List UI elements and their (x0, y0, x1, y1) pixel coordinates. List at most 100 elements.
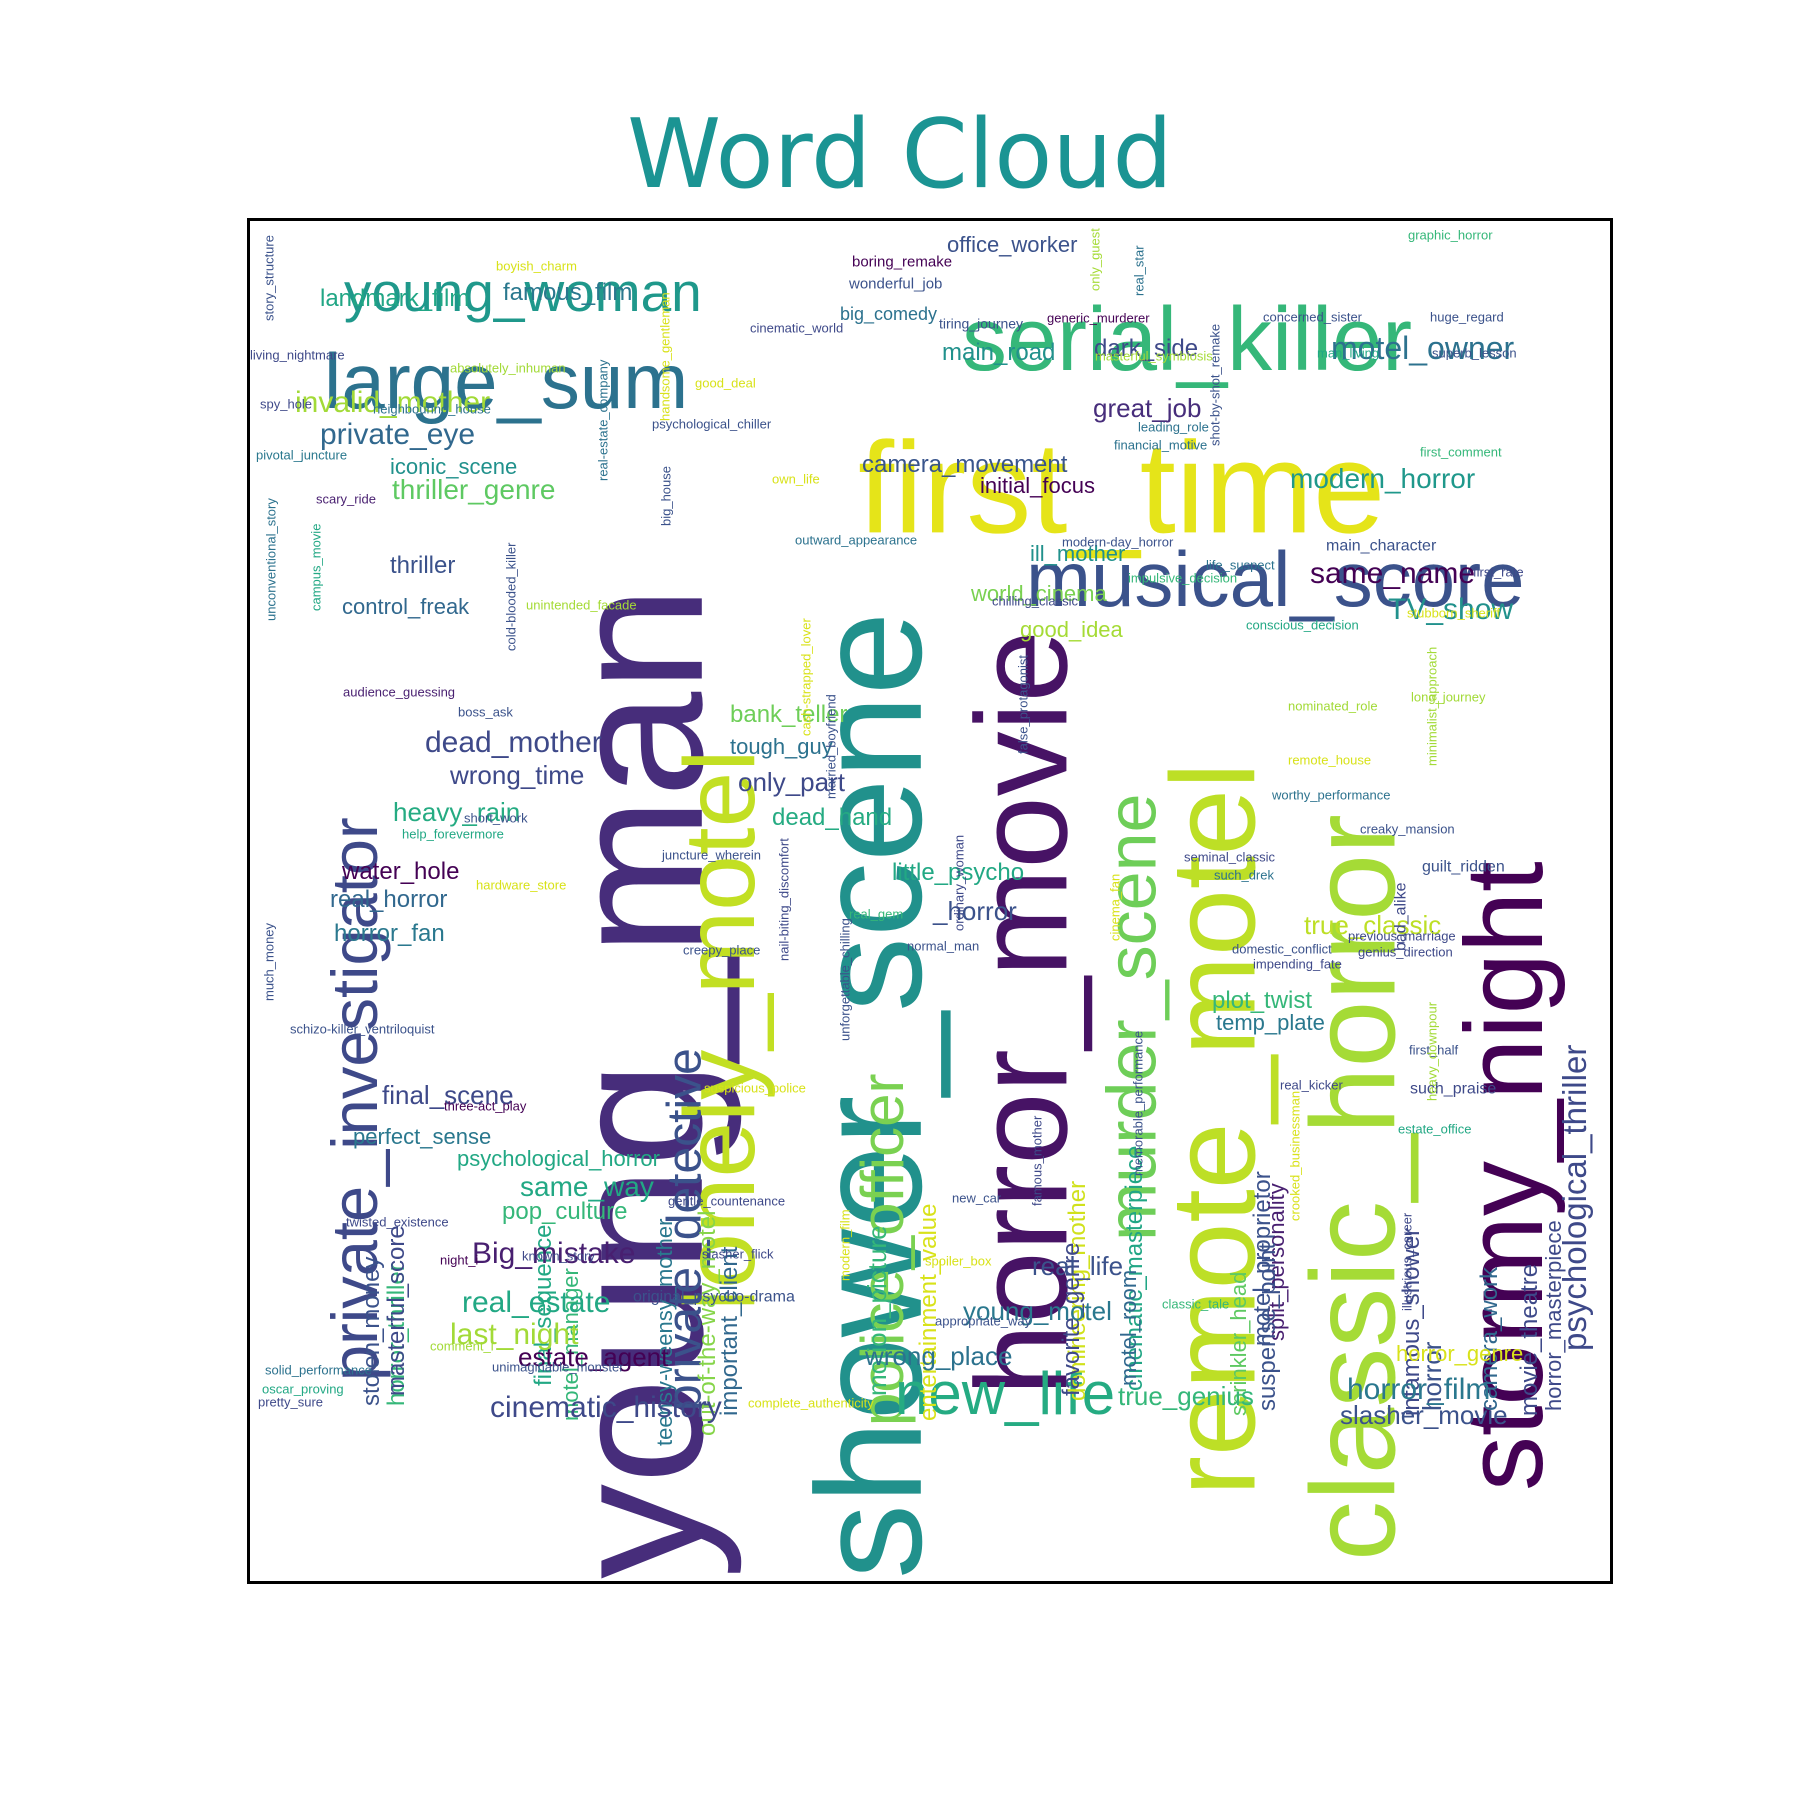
cloud-word: young_motel (963, 1296, 1112, 1326)
cloud-word: cinematic_masterpiece (1121, 1146, 1148, 1391)
cloud-word: psychological_chiller (652, 417, 772, 432)
cloud-word: man_living (1317, 346, 1379, 361)
cloud-word: large_sum (324, 337, 688, 425)
cloud-word: psychological_horror (457, 1146, 660, 1171)
cloud-word: modern_horror (1290, 463, 1475, 494)
cloud-word: shower_scene (785, 612, 953, 1579)
cloud-word: thriller_genre (392, 474, 555, 505)
cloud-word: illustrious_career (1400, 1212, 1415, 1311)
cloud-word: real_star (1132, 245, 1147, 296)
cloud-word: impulsive_decision (1128, 571, 1237, 586)
cloud-word: crooked_businessman (1288, 1091, 1303, 1221)
cloud-word: night_i (440, 1253, 478, 1268)
cloud-word: pivotal_juncture (256, 448, 347, 463)
page-title: Word Cloud (627, 100, 1173, 210)
cloud-word: creepy_place (683, 943, 760, 958)
cloud-word: important_client (716, 1246, 743, 1416)
cloud-word: horror_genre (1396, 1341, 1523, 1366)
cloud-word: last_night (450, 1318, 579, 1351)
cloud-word: graphic_horror (1408, 228, 1493, 243)
cloud-word: married_boyfriend (824, 694, 839, 799)
cloud-word: masterful_symbiosis (1095, 349, 1213, 364)
cloud-word: such_praise (1410, 1080, 1496, 1097)
cloud-word: infamous_shower (1398, 1228, 1425, 1416)
cloud-word: life_suspect (1206, 558, 1275, 573)
cloud-word: wrong_place (864, 1341, 1012, 1371)
cloud-word: lonely_motel (664, 750, 776, 1311)
cloud-word: wonderful_job (848, 275, 942, 292)
cloud-word: conscious_decision (1246, 618, 1359, 633)
cloud-word: huge_regard (1430, 310, 1504, 325)
cloud-word: real-estate_company (596, 359, 611, 481)
cloud-word: spoiler_box (925, 1254, 992, 1269)
cloud-word: nail-biting_discomfort (777, 838, 792, 961)
cloud-word: real_gem (849, 907, 903, 922)
cloud-word: three-act_play (444, 1099, 527, 1114)
cloud-word: stormy_night (1443, 861, 1566, 1491)
cloud-word: memorable_performance (1131, 1031, 1146, 1176)
cloud-word: campus_movie (309, 524, 324, 611)
cloud-word: only_part (738, 767, 846, 797)
cloud-word: famous_film (503, 279, 632, 306)
cloud-word: camera_movement (862, 451, 1068, 478)
cloud-word: long_journey (1411, 690, 1486, 705)
cloud-word: first_comment (1420, 445, 1502, 460)
cloud-word: estate_agent (518, 1342, 669, 1372)
cloud-word: temp_plate (1216, 1010, 1325, 1035)
cloud-word: gentle_countenance (668, 1194, 785, 1209)
cloud-word: spy_hole (260, 397, 312, 412)
cloud-word: neighbouring_house (373, 402, 491, 417)
cloud-word: nominated_role (1288, 699, 1378, 714)
cloud-word: classic_horror (1286, 814, 1420, 1561)
cloud-word: big_comedy (840, 304, 937, 325)
cloud-word: domineering_mother (1064, 1181, 1091, 1401)
cloud-word: office_worker (947, 232, 1077, 257)
cloud-word: new_car (952, 1191, 1002, 1206)
cloud-word: masterful_score (383, 1225, 410, 1396)
cloud-word: private_detective (659, 1048, 712, 1411)
cloud-word: entertainment_value (915, 1204, 942, 1421)
cloud-word: motel_owner (1331, 330, 1515, 366)
cloud-word: absolutely_inhuman (450, 361, 566, 376)
cloud-word: camera_work (1476, 1266, 1503, 1411)
cloud-word: murder_scene (1092, 794, 1170, 1241)
cloud-word: remote_house (1288, 753, 1371, 768)
cloud-word: psychological_thriller (1556, 1045, 1593, 1351)
cloud-word: leading_role (1138, 420, 1209, 435)
cloud-word: slasher_flick (702, 1247, 774, 1262)
cloud-word: musical_score (1026, 535, 1525, 623)
cloud-word: complete_authenticity (748, 1396, 874, 1411)
cloud-word: movie_theatre (1516, 1264, 1543, 1416)
cloud-word: tiring_journey (939, 315, 1023, 331)
cloud-word: creaky_mansion (1360, 822, 1455, 837)
cloud-word: ordinary_woman (952, 835, 967, 931)
cloud-word: true_classic (1304, 910, 1441, 940)
cloud-word: help_forevermore (402, 827, 504, 842)
cloud-word: horror_masterpiece (1541, 1220, 1566, 1411)
cloud-word: stubborn_sheriff (1407, 606, 1500, 621)
cloud-word: oscar_proving (262, 1382, 344, 1397)
cloud-word: wrong_time (449, 760, 584, 790)
cloud-word: ill_mother (1030, 541, 1125, 566)
cloud-word: dark_side (1094, 335, 1198, 362)
cloud-word: landmark_film (320, 285, 469, 312)
cloud-word: unconventional_story (264, 498, 279, 621)
cloud-word: cinematic_world (750, 321, 843, 336)
cloud-word: TV_show (1388, 593, 1513, 626)
cloud-word: living_nightmare (250, 348, 345, 363)
cloud-word: chilling_classic (992, 594, 1078, 609)
cloud-word: private_eye (320, 418, 475, 451)
cloud-word: horror_fan (334, 920, 445, 947)
cloud-word: boring_remake (852, 253, 952, 270)
cloud-word: police_officer (849, 1074, 916, 1426)
cloud-word: own_life (772, 472, 820, 487)
cloud-word: perfect_sense (353, 1124, 491, 1149)
cloud-word: domestic_conflict (1232, 942, 1332, 957)
cloud-word: cash-strapped_lover (799, 618, 814, 736)
cloud-word: such_drek (1214, 868, 1274, 883)
cloud-word: twisted_existence (346, 1215, 449, 1230)
cloud-word: impending_fate (1253, 957, 1342, 972)
cloud-word: remote_motel (1146, 762, 1280, 1496)
cloud-word: real_kicker (1280, 1078, 1344, 1093)
cloud-word: young_woman (344, 261, 702, 323)
